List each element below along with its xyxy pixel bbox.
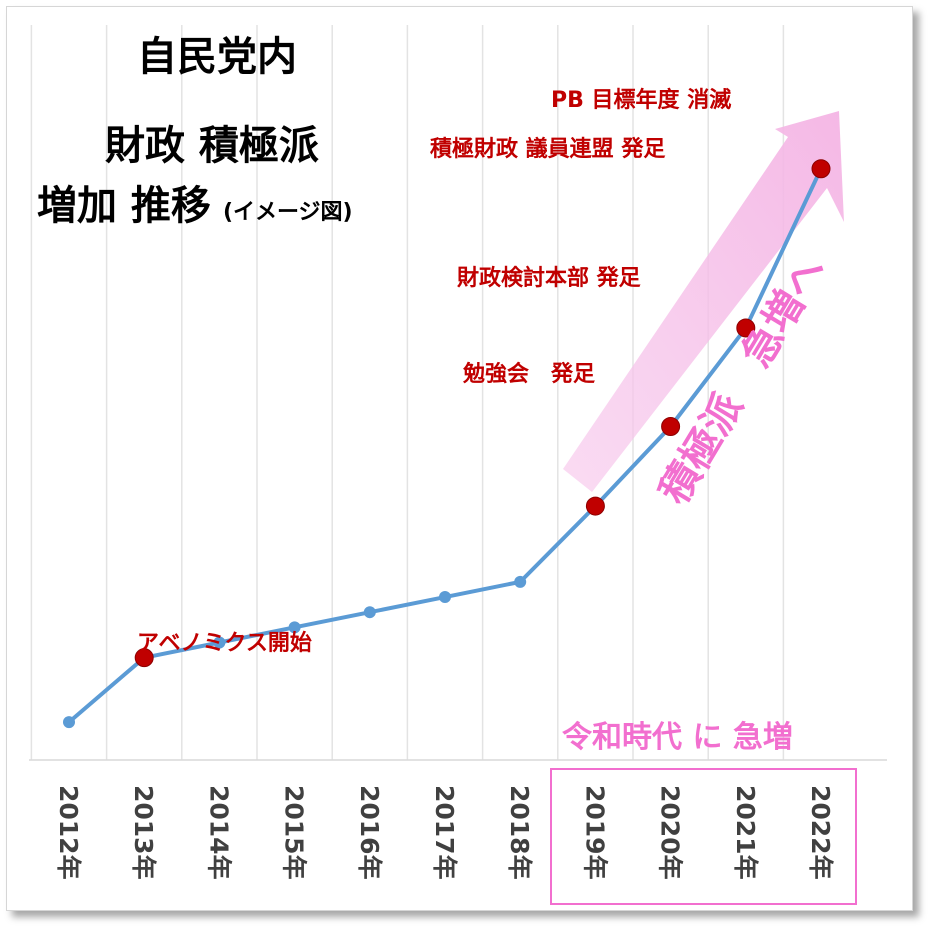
x-tick-label: 2021年 — [731, 785, 760, 880]
data-point-highlight — [585, 496, 605, 516]
series-markers — [63, 159, 831, 729]
trend-arrow — [563, 111, 844, 492]
data-point-highlight — [661, 416, 681, 436]
chart-title: 自民党内 — [137, 34, 297, 80]
x-tick-label: 2016年 — [355, 785, 384, 880]
x-tick-label: 2015年 — [280, 785, 309, 880]
line-chart: 自民党内 財政 積極派 増加 推移 (イメージ図) 2012年 2013年 2014年… — [29, 25, 887, 905]
chart-subtitle-line2-main: 増加 推移 — [37, 183, 211, 229]
x-tick-labels: 2012年 2013年 2014年 2015年 2016年 2017年 2018年 2019年… — [54, 785, 835, 880]
annotation-study-group: 勉強会 発足 — [462, 361, 595, 387]
data-point — [63, 716, 75, 729]
x-tick-label: 2012年 — [54, 785, 83, 880]
x-tick-label: 2020年 — [656, 785, 685, 880]
chart-frame: 自民党内 財政 積極派 増加 推移 (イメージ図) 2012年 2013年 2014年… — [6, 6, 913, 911]
x-tick-label: 2014年 — [204, 785, 233, 880]
x-tick-label: 2017年 — [430, 785, 459, 880]
data-point — [288, 621, 301, 634]
data-point-highlight — [811, 159, 831, 179]
x-tick-label: 2018年 — [505, 785, 534, 880]
annotation-pb-target: PB 目標年度 消滅 — [551, 87, 731, 113]
data-point — [439, 591, 451, 604]
chart-subtitle-note: (イメージ図) — [223, 200, 353, 225]
data-point-highlight — [134, 648, 154, 668]
x-tick-label: 2013年 — [129, 785, 158, 880]
x-tick-label: 2022年 — [806, 785, 835, 880]
chart-subtitle-line2: 増加 推移 (イメージ図) — [37, 183, 353, 229]
period-highlight-box — [550, 768, 857, 905]
period-label: 令和時代 に 急増 — [562, 720, 793, 755]
annotation-fiscal-hq: 財政検討本部 発足 — [457, 265, 641, 291]
data-point — [213, 636, 226, 649]
data-point — [514, 575, 527, 588]
x-tick-label: 2019年 — [580, 785, 609, 880]
chart-subtitle-line1: 財政 積極派 — [105, 123, 319, 169]
annotation-caucus: 積極財政 議員連盟 発足 — [430, 136, 665, 162]
annotation-abenomics: アベノミクス開始 — [137, 630, 312, 656]
data-point-highlight — [736, 318, 756, 338]
data-point — [363, 606, 376, 619]
